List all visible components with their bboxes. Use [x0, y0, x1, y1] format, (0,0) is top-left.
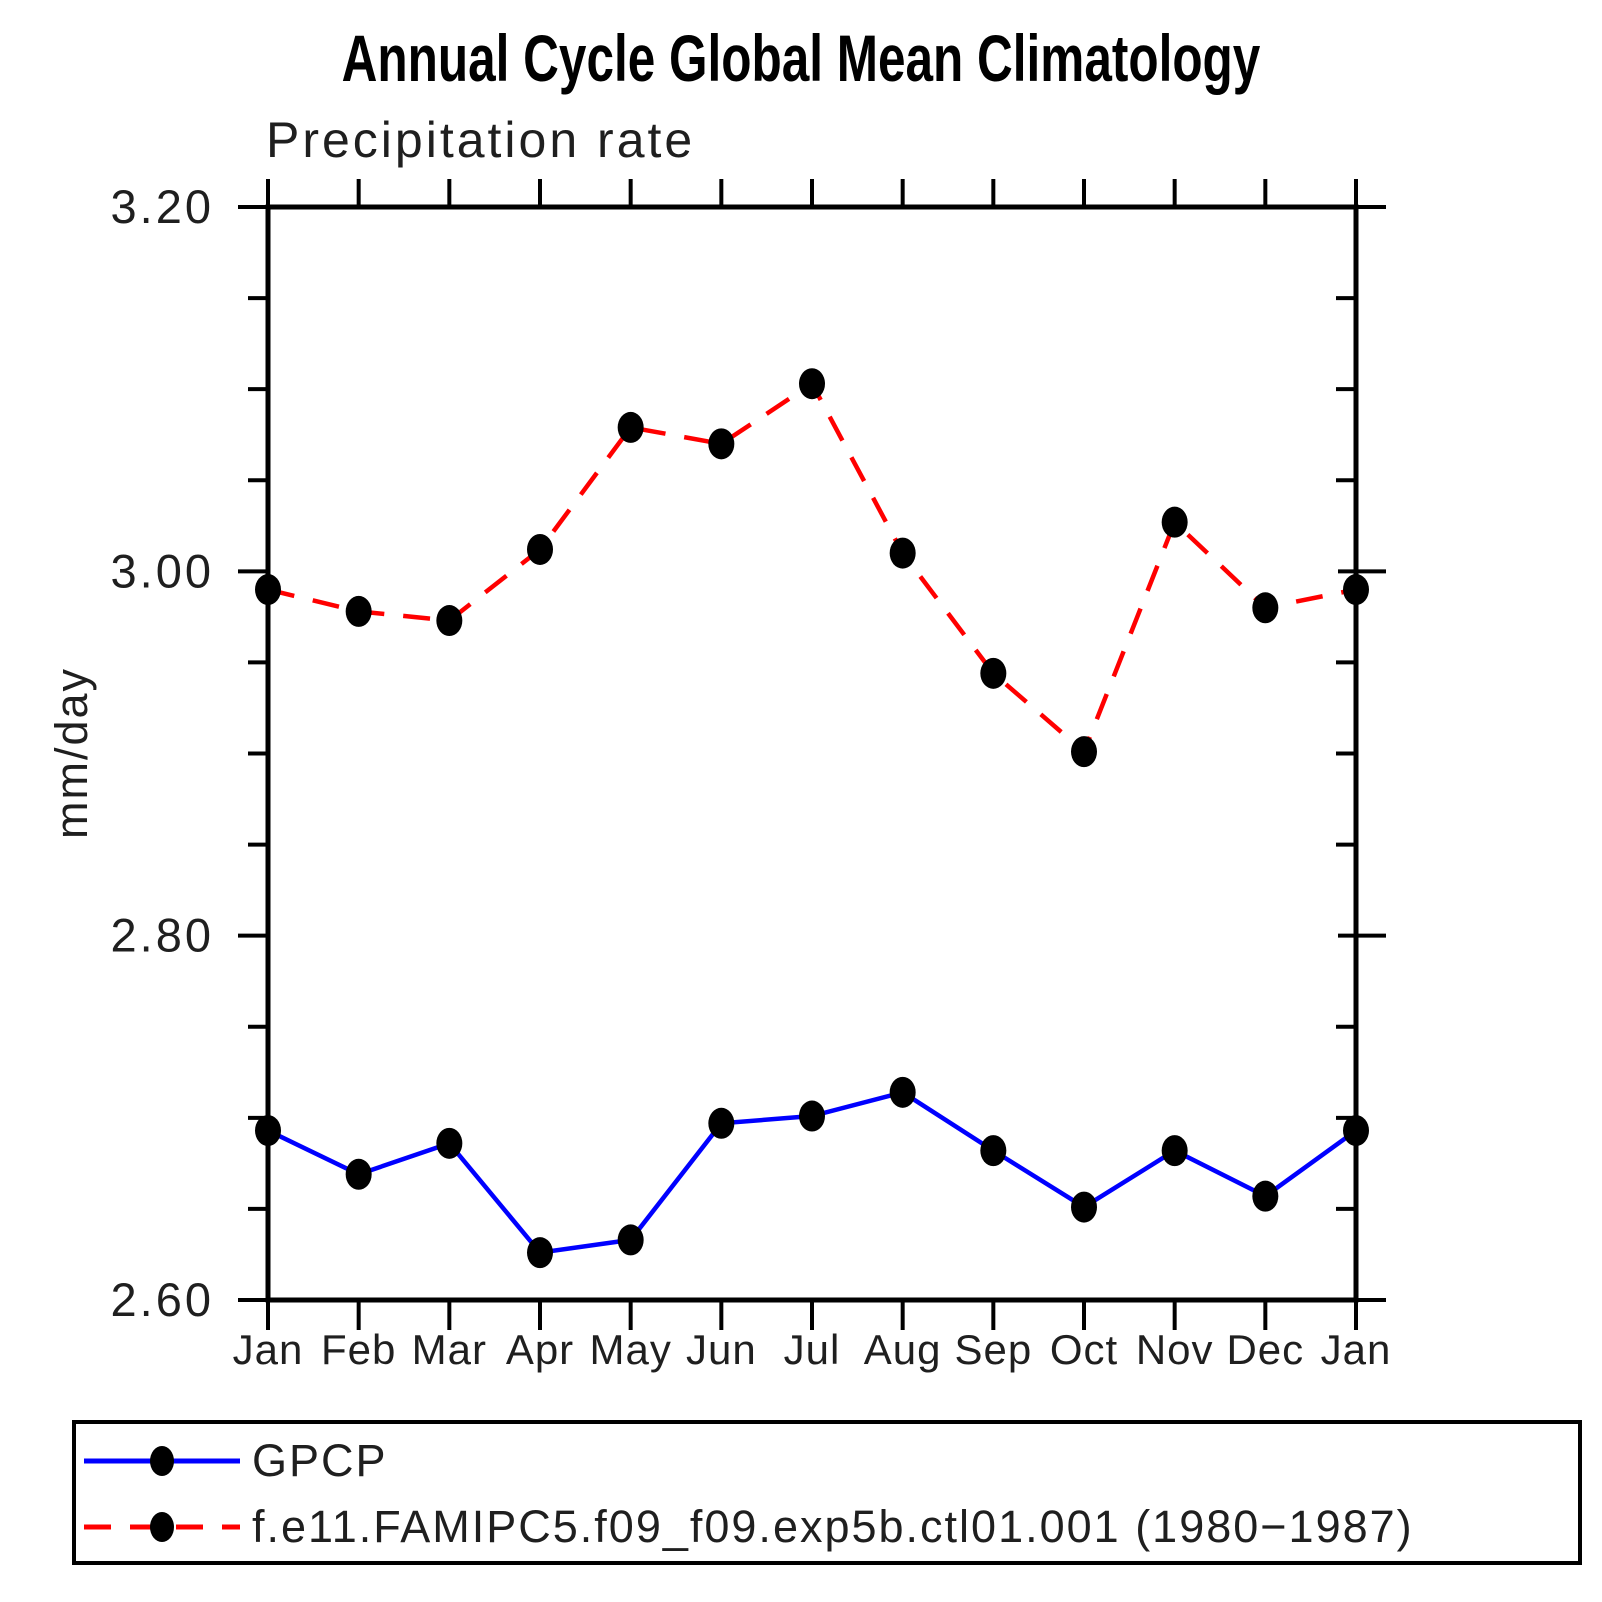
data-point-s0-7 — [889, 1076, 916, 1108]
data-point-s1-4 — [617, 411, 644, 443]
legend-marker-sample — [150, 1512, 174, 1542]
data-point-s1-3 — [527, 533, 553, 565]
x-tick-label: Apr — [506, 1326, 574, 1373]
x-tick-label: Sep — [954, 1326, 1032, 1373]
data-point-s1-9 — [1071, 736, 1097, 768]
x-tick-label: Jul — [784, 1326, 841, 1373]
legend-label-model: f.e11.FAMIPC5.f09_f09.exp5b.ctl01.001 (1… — [252, 1501, 1414, 1552]
x-tick-label: Feb — [321, 1326, 396, 1373]
legend-label-gpcp: GPCP — [252, 1435, 388, 1486]
x-tick-label: Oct — [1050, 1326, 1118, 1373]
legend-box: GPCP f.e11.FAMIPC5.f09_f09.exp5b.ctl01.0… — [72, 1420, 1582, 1565]
legend-item-gpcp: GPCP — [82, 1432, 388, 1490]
y-tick-label: 2.80 — [111, 909, 214, 962]
x-tick-label: May — [589, 1326, 671, 1373]
data-point-s0-12 — [1343, 1115, 1369, 1147]
data-point-s0-6 — [799, 1100, 825, 1132]
legend-marker-sample — [150, 1446, 174, 1476]
y-tick-label: 3.00 — [111, 544, 214, 597]
data-point-s1-5 — [708, 428, 735, 460]
chart-title: Annual Cycle Global Mean Climatology — [341, 21, 1261, 95]
data-point-s1-0 — [255, 574, 281, 606]
data-point-s1-10 — [1161, 506, 1188, 538]
x-tick-label: Jan — [1321, 1326, 1392, 1373]
data-point-s1-8 — [980, 657, 1007, 689]
legend-item-model: f.e11.FAMIPC5.f09_f09.exp5b.ctl01.001 (1… — [82, 1498, 1414, 1556]
data-point-s0-1 — [345, 1158, 372, 1190]
chart-subtitle: Precipitation rate — [266, 112, 696, 168]
data-point-s0-10 — [1161, 1135, 1188, 1167]
x-tick-label: Aug — [864, 1326, 942, 1373]
data-point-s0-5 — [708, 1107, 735, 1139]
series-line-1 — [267, 380, 1357, 756]
data-point-s1-7 — [889, 537, 916, 569]
x-tick-label: Jan — [233, 1326, 304, 1373]
legend-swatch-model — [84, 1512, 240, 1542]
data-point-s0-3 — [527, 1237, 553, 1269]
data-point-s1-12 — [1343, 574, 1369, 606]
data-point-s0-2 — [436, 1127, 463, 1159]
y-tick-label: 2.60 — [111, 1273, 214, 1326]
x-tick-label: Jun — [686, 1326, 757, 1373]
data-point-s0-4 — [617, 1224, 644, 1256]
y-tick-label: 3.20 — [111, 180, 214, 233]
x-tick-label: Dec — [1226, 1326, 1304, 1373]
data-point-s0-0 — [255, 1115, 281, 1147]
x-tick-label: Mar — [412, 1326, 487, 1373]
data-point-s0-9 — [1071, 1191, 1097, 1223]
legend-swatch-gpcp — [84, 1446, 240, 1476]
data-point-s1-6 — [799, 368, 825, 400]
data-point-s1-2 — [436, 605, 463, 637]
data-point-s1-1 — [345, 595, 372, 627]
data-point-s0-8 — [980, 1135, 1007, 1167]
data-point-s1-11 — [1252, 592, 1279, 624]
data-point-s0-11 — [1252, 1180, 1279, 1212]
x-tick-label: Nov — [1136, 1326, 1214, 1373]
